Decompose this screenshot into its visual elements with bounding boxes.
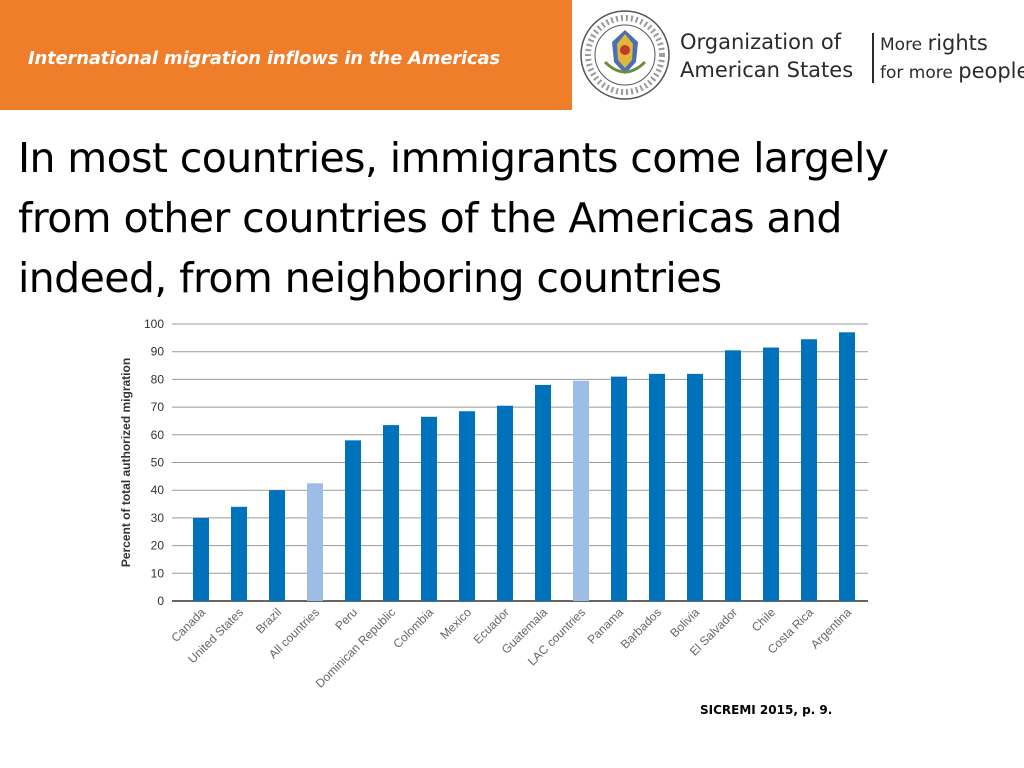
bar: [801, 339, 817, 601]
bar: [497, 405, 513, 601]
x-tick-label: Argentina: [808, 605, 854, 651]
slogan-word-more: More: [880, 35, 923, 55]
slogan-word-rights: rights: [927, 31, 988, 55]
y-tick-label: 90: [151, 345, 165, 359]
org-name: Organization of American States: [680, 28, 853, 84]
bar: [345, 440, 361, 601]
x-tick-label: Colombia: [390, 605, 436, 651]
headline-line3: indeed, from neighboring countries: [18, 254, 722, 302]
y-tick-label: 80: [151, 372, 165, 386]
logo-divider: [872, 33, 874, 83]
source-citation: SICREMI 2015, p. 9.: [700, 703, 833, 717]
x-tick-label: Bolivia: [667, 605, 702, 640]
bar: [725, 350, 741, 601]
slogan: More rights for more people: [880, 30, 1024, 86]
oas-logo-panel: Organization of American States More rig…: [572, 0, 1024, 110]
slogan-word-people: people: [958, 59, 1024, 83]
bar-chart: 0 10 20 30 40 50 60 70 80 90 100 Percent of total a…: [119, 317, 868, 691]
x-tick-label: Mexico: [437, 605, 474, 642]
bar: [687, 373, 703, 601]
bar: [459, 411, 475, 601]
y-tick-label: 20: [151, 539, 165, 553]
org-name-line1: Organization of: [680, 30, 842, 54]
y-tick-label: 50: [151, 456, 165, 470]
bar: [649, 373, 665, 601]
x-tick-label: Peru: [332, 605, 360, 633]
slogan-word-for-more: for more: [880, 63, 953, 83]
bar: [231, 506, 247, 601]
headline: In most countries, immigrants come large…: [18, 128, 1008, 308]
bar: [269, 490, 285, 601]
headline-line1: In most countries, immigrants come large…: [18, 134, 889, 182]
bar: [763, 347, 779, 601]
y-tick-label: 40: [151, 483, 165, 497]
header-title: International migration inflows in the A…: [28, 48, 500, 69]
x-tick-label: Barbados: [618, 605, 664, 651]
org-name-line2: American States: [680, 58, 854, 82]
bar: [535, 384, 551, 601]
y-tick-label: 100: [144, 317, 164, 331]
bar: [193, 517, 209, 601]
y-axis-label: Percent of total authorized migration: [119, 358, 133, 567]
bar: [421, 416, 437, 601]
bar: [307, 483, 323, 601]
y-tick-label: 10: [151, 566, 165, 580]
x-tick-label: Brazil: [253, 605, 284, 636]
headline-line2: from other countries of the Americas and: [18, 194, 842, 242]
slogan-line1: More rights: [880, 30, 1024, 58]
y-tick-label: 0: [157, 594, 164, 608]
header-bar: International migration inflows in the A…: [0, 0, 1024, 110]
bar: [839, 332, 855, 601]
slogan-line2: for more people: [880, 58, 1024, 86]
y-tick-label: 70: [151, 400, 165, 414]
y-tick-label: 60: [151, 428, 165, 442]
bar: [611, 376, 627, 601]
bar: [383, 425, 399, 601]
x-tick-label: Chile: [749, 605, 778, 634]
y-tick-label: 30: [151, 511, 165, 525]
oas-seal-icon: [580, 10, 670, 100]
bar: [573, 380, 589, 601]
